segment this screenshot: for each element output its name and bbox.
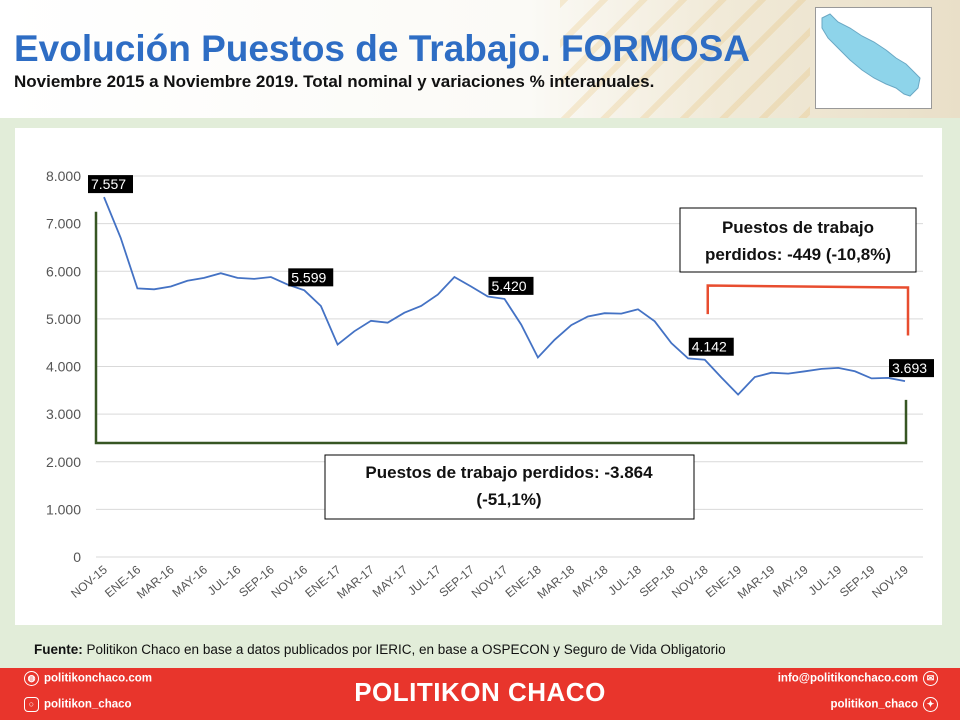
x-tick-label: MAY-19: [770, 562, 811, 600]
x-tick-label: MAR-16: [134, 562, 177, 601]
x-tick-label: MAR-19: [735, 562, 778, 601]
footer-twitter-text: politikon_chaco: [830, 698, 918, 711]
x-tick-label: MAR-17: [334, 562, 377, 601]
x-tick-label: MAY-17: [370, 562, 411, 600]
chart-panel: 0 1.000 2.000 3.000 4.000 5.000 6.000 7.000 8.00…: [15, 128, 942, 625]
series-line: [103, 196, 906, 396]
total-loss-bracket: [94, 211, 908, 445]
x-tick-label: JUL-19: [806, 562, 845, 598]
globe-icon: ◍: [24, 671, 39, 686]
formosa-map: [815, 7, 932, 109]
x-tick-label: NOV-19: [869, 562, 911, 600]
footer-twitter[interactable]: politikon_chaco ✦: [830, 697, 938, 712]
x-tick-label: NOV-15: [68, 562, 110, 600]
mail-icon: ✉: [923, 671, 938, 686]
x-tick-label: JUL-17: [405, 562, 444, 598]
y-tick-label: 3.000: [46, 406, 81, 422]
footer-brand: POLITIKON CHACO: [354, 677, 606, 707]
y-tick-label: 5.000: [46, 311, 81, 327]
x-tick-label: MAY-16: [169, 562, 210, 600]
province-map-icon: [821, 13, 921, 97]
footer-email-text: info@politikonchaco.com: [777, 672, 918, 685]
y-tick-label: 8.000: [46, 168, 81, 184]
yearly-loss-annotation-text: perdidos: -449 (-10,8%): [705, 245, 891, 264]
line-chart: 0 1.000 2.000 3.000 4.000 5.000 6.000 7.000 8.00…: [46, 168, 934, 602]
page-subtitle: Noviembre 2015 a Noviembre 2019. Total n…: [14, 72, 655, 91]
data-label: 5.599: [291, 269, 326, 285]
instagram-icon: ○: [24, 697, 39, 712]
x-tick-label: JUL-16: [205, 562, 244, 598]
x-tick-label: NOV-18: [669, 562, 711, 600]
total-loss-annotation-text: Puestos de trabajo perdidos: -3.864: [365, 463, 653, 482]
data-label-box: [288, 268, 334, 287]
y-tick-label: 2.000: [46, 454, 81, 470]
total-loss-annotation-box: [324, 454, 695, 520]
data-label-box: [688, 337, 734, 356]
data-label: 3.693: [892, 360, 927, 376]
y-tick-label: 6.000: [46, 263, 81, 279]
data-label-box: [889, 359, 934, 378]
footer-email[interactable]: info@politikonchaco.com ✉: [778, 671, 938, 686]
source-text: Politikon Chaco en base a datos publicad…: [82, 642, 726, 657]
footer-instagram[interactable]: ○ politikon_chaco: [24, 697, 132, 712]
twitter-icon: ✦: [923, 697, 938, 712]
x-tick-label: NOV-17: [469, 562, 511, 600]
page-title: Evolución Puestos de Trabajo. FORMOSA: [14, 28, 751, 69]
data-label-box: [88, 175, 133, 194]
y-tick-label: 1.000: [46, 501, 81, 517]
yearly-loss-annotation-box: [679, 207, 917, 273]
data-label-box: [488, 276, 534, 295]
footer-instagram-text: politikon_chaco: [44, 698, 132, 711]
header-banner: [0, 0, 960, 118]
yearly-loss-annotation-text: Puestos de trabajo: [722, 218, 874, 237]
source-note: Fuente: Politikon Chaco en base a datos …: [34, 642, 726, 657]
data-label: 7.557: [91, 176, 126, 192]
x-tick-label: JUL-18: [605, 562, 644, 598]
data-label: 5.420: [492, 278, 527, 294]
y-tick-label: 7.000: [46, 216, 81, 232]
yearly-loss-bracket: [706, 284, 910, 336]
header-photo-background: [560, 0, 810, 118]
x-tick-label: MAR-18: [534, 562, 577, 601]
x-tick-label: NOV-16: [268, 562, 310, 600]
y-tick-label: 4.000: [46, 359, 81, 375]
footer-website[interactable]: ◍ politikonchaco.com: [24, 671, 152, 686]
x-tick-label: MAY-18: [570, 562, 611, 600]
source-label: Fuente:: [34, 642, 83, 657]
y-tick-label: 0: [73, 549, 81, 565]
data-label: 4.142: [692, 339, 727, 355]
footer-website-text: politikonchaco.com: [44, 672, 152, 685]
footer-bar: [0, 668, 960, 720]
total-loss-annotation-text: (-51,1%): [476, 490, 541, 509]
